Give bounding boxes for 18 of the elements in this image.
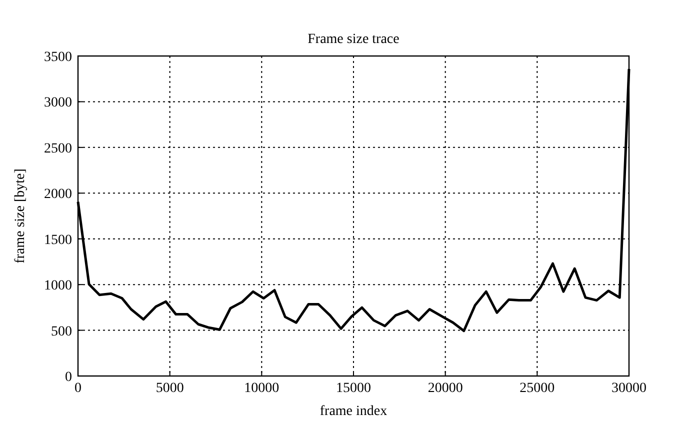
- x-tick-label: 25000: [520, 381, 555, 396]
- x-tick-label: 5000: [156, 381, 184, 396]
- y-tick-label: 1500: [44, 232, 72, 248]
- x-tick-label: 0: [74, 381, 82, 396]
- x-axis-title: frame index: [320, 404, 388, 419]
- y-tick-label: 2500: [44, 141, 72, 156]
- y-tick-label: 3000: [44, 96, 72, 111]
- x-tick-label: 20000: [428, 381, 463, 396]
- y-tick-label: 500: [51, 324, 72, 340]
- x-tick-label: 30000: [612, 381, 646, 396]
- y-tick-label: 2000: [44, 187, 72, 202]
- x-tick-label: 10000: [244, 381, 280, 396]
- y-tick-label: 3500: [44, 50, 72, 65]
- chart-title: Frame size trace: [308, 32, 400, 47]
- y-tick-label: 1000: [44, 278, 72, 294]
- x-tick-label: 15000: [336, 381, 371, 396]
- y-tick-label: 0: [65, 370, 72, 385]
- y-axis-title: frame size [byte]: [13, 168, 28, 264]
